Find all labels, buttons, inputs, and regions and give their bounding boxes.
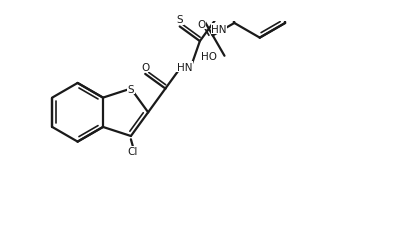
Text: S: S [176, 15, 183, 25]
Text: HN: HN [211, 25, 227, 35]
Text: O: O [141, 62, 150, 72]
Text: HO: HO [201, 52, 217, 61]
Text: O: O [198, 20, 206, 29]
Text: Cl: Cl [128, 147, 138, 157]
Text: S: S [128, 84, 134, 94]
Text: HN: HN [177, 63, 192, 72]
